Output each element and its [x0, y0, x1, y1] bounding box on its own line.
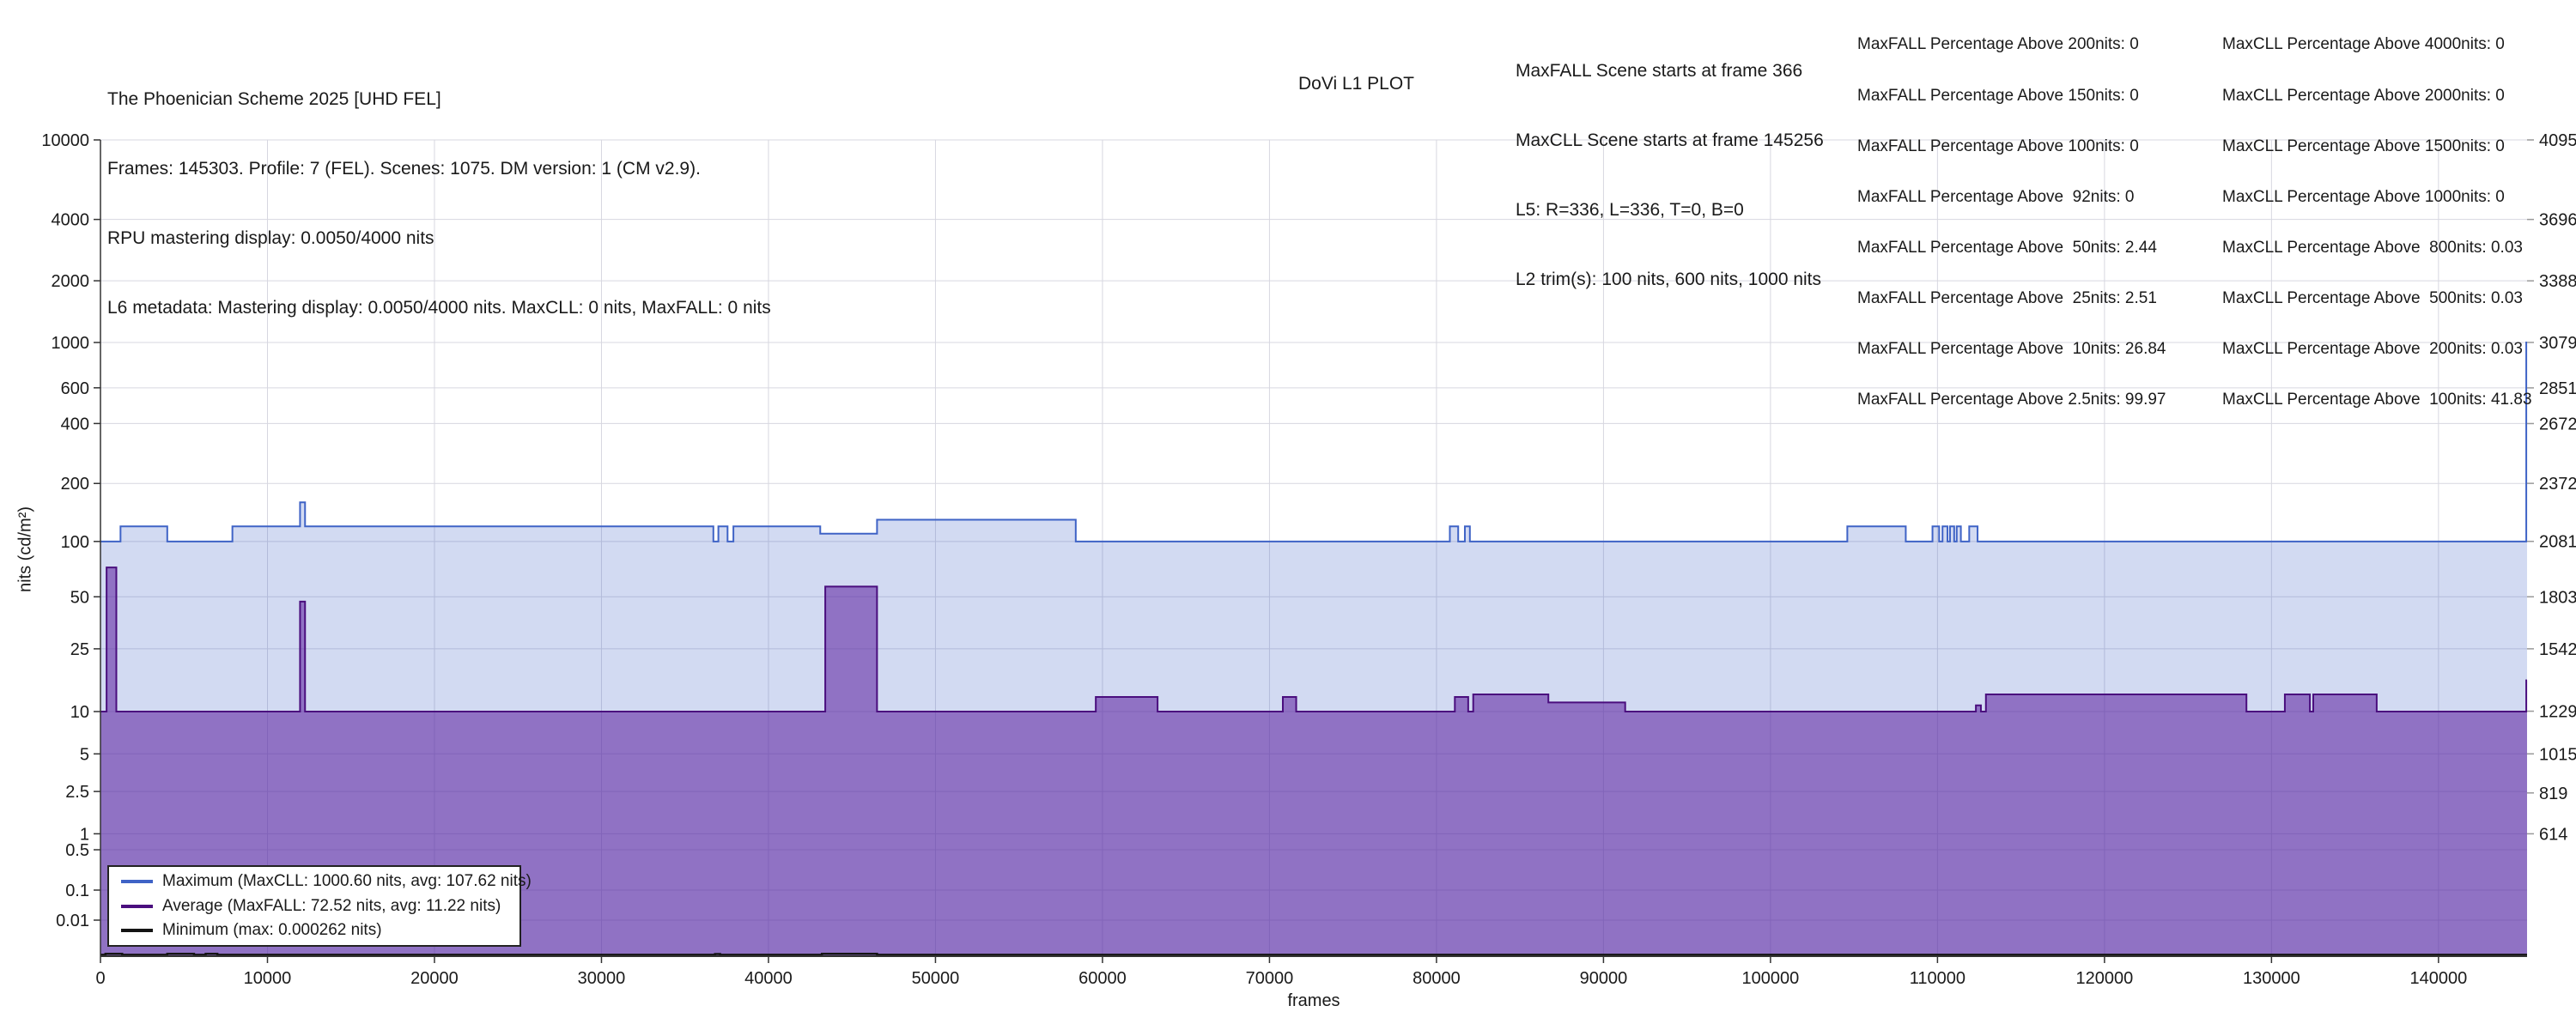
average-area: [100, 567, 2527, 956]
plot-title: DoVi L1 PLOT: [1298, 74, 1415, 94]
maxcll-pct-line: MaxCLL Percentage Above 200nits: 0.03: [2222, 340, 2523, 359]
legend-label: Maximum (MaxCLL: 1000.60 nits, avg: 107.…: [162, 872, 532, 891]
x-tick-label: 80000: [1413, 969, 1461, 988]
header-block: The Phoenician Scheme 2025 [UHD FEL] Fra…: [107, 41, 771, 366]
y-tick-label-code: 2851: [2539, 379, 2576, 398]
y-tick-label-nits: 4000: [52, 211, 90, 230]
legend-item-maximum: Maximum (MaxCLL: 1000.60 nits, avg: 107.…: [121, 872, 532, 891]
maxfall-pct-line: MaxFALL Percentage Above 92nits: 0: [1857, 187, 2135, 206]
y-tick-label-nits: 0.5: [65, 841, 89, 860]
x-tick-label: 40000: [744, 969, 793, 988]
scene-info-block: MaxFALL Scene starts at frame 366 MaxCLL…: [1516, 13, 1824, 337]
y-tick-label-code: 2081: [2539, 533, 2576, 552]
y-tick-label-nits: 25: [70, 640, 89, 659]
maxfall-pct-line: MaxFALL Percentage Above 2.5nits: 99.97: [1857, 391, 2166, 409]
rpu-mastering-line: RPU mastering display: 0.0050/4000 nits: [107, 228, 434, 248]
y-tick-label-code: 3388: [2539, 272, 2576, 291]
y-tick-label-code: 819: [2539, 785, 2567, 803]
maxfall-pct-line: MaxFALL Percentage Above 50nits: 2.44: [1857, 238, 2157, 257]
y-tick-label-nits: 10: [70, 703, 89, 722]
y-tick-label-nits: 600: [61, 379, 89, 398]
legend-label: Minimum (max: 0.000262 nits): [162, 920, 382, 939]
maximum-line-swatch: [121, 880, 153, 884]
maxcll-scene-line: MaxCLL Scene starts at frame 145256: [1516, 130, 1824, 150]
y-tick-label-code: 2672: [2539, 415, 2576, 433]
y-tick-label-code: 3079: [2539, 334, 2576, 353]
y-tick-label-nits: 200: [61, 475, 89, 494]
average-line: [100, 566, 2528, 712]
y-tick-label-nits: 400: [61, 415, 89, 433]
y-tick-label-nits: 50: [70, 588, 89, 607]
y-tick-label-code: 614: [2539, 825, 2567, 844]
legend: Maximum (MaxCLL: 1000.60 nits, avg: 107.…: [107, 865, 532, 947]
maxfall-pct-line: MaxFALL Percentage Above 25nits: 2.51: [1857, 288, 2157, 307]
l6-metadata-line: L6 metadata: Mastering display: 0.0050/4…: [107, 298, 771, 318]
y-axis-right: 4095 3696 3388 3079 2851 2672 2372 2081 1803 1542…: [2527, 131, 2576, 844]
maxcll-pct-line: MaxCLL Percentage Above 4000nits: 0: [2222, 35, 2505, 54]
title-line: The Phoenician Scheme 2025 [UHD FEL]: [107, 89, 441, 109]
x-tick-label: 20000: [410, 969, 459, 988]
legend-label: Average (MaxFALL: 72.52 nits, avg: 11.22…: [162, 896, 501, 915]
maximum-line: [100, 341, 2528, 542]
maxfall-pct-line: MaxFALL Percentage Above 100nits: 0: [1857, 136, 2139, 155]
maxfall-percentage-block: MaxFALL Percentage Above 200nits: 0 MaxF…: [1857, 3, 2166, 442]
maxfall-pct-line: MaxFALL Percentage Above 10nits: 26.84: [1857, 340, 2166, 359]
maxcll-percentage-block: MaxCLL Percentage Above 4000nits: 0 MaxC…: [2222, 3, 2532, 442]
legend-item-minimum: Minimum (max: 0.000262 nits): [121, 921, 519, 940]
y-tick-label-nits: 100: [61, 533, 89, 552]
maxcll-pct-line: MaxCLL Percentage Above 2000nits: 0: [2222, 86, 2505, 105]
x-tick-label: 100000: [1742, 969, 1800, 988]
x-tick-label: 110000: [1910, 969, 1965, 988]
maxfall-pct-line: MaxFALL Percentage Above 150nits: 0: [1857, 86, 2139, 105]
y-axis-title: nits (cd/m²): [15, 506, 35, 592]
y-tick-label-nits: 0.1: [65, 882, 89, 900]
y-tick-label-code: 1542: [2539, 640, 2576, 659]
y-tick-label-code: 2372: [2539, 475, 2576, 494]
x-tick-label: 120000: [2076, 969, 2134, 988]
y-tick-label-nits: 5: [80, 745, 89, 764]
maxcll-pct-line: MaxCLL Percentage Above 100nits: 41.83: [2222, 391, 2532, 409]
x-tick-label: 140000: [2409, 969, 2467, 988]
y-tick-label-code: 1803: [2539, 588, 2576, 607]
x-tick-label: 10000: [244, 969, 292, 988]
x-tick-label: 70000: [1246, 969, 1294, 988]
x-tick-label: 60000: [1078, 969, 1127, 988]
y-tick-label-code: 3696: [2539, 211, 2576, 230]
x-axis: 0 10000 20000 30000 40000 50000 60000 70000 8000…: [95, 956, 2467, 988]
y-tick-label-nits: 0.01: [56, 912, 89, 930]
x-tick-label: 90000: [1580, 969, 1628, 988]
y-tick-label-code: 1229: [2539, 703, 2576, 722]
x-axis-title: frames: [1287, 991, 1340, 1010]
y-tick-label-nits: 1000: [52, 334, 90, 353]
y-tick-label-nits: 1: [80, 825, 89, 844]
frames-profile-line: Frames: 145303. Profile: 7 (FEL). Scenes…: [107, 159, 701, 179]
average-line-swatch: [121, 904, 153, 908]
x-tick-label: 0: [95, 969, 105, 988]
l2-trims-line: L2 trim(s): 100 nits, 600 nits, 1000 nit…: [1516, 270, 1822, 289]
y-axis-left: 10000 4000 2000 1000 600 400 200 100 50 25 10 5 2.5 1…: [41, 131, 100, 930]
maxfall-scene-line: MaxFALL Scene starts at frame 366: [1516, 61, 1803, 81]
y-tick-label-nits: 2.5: [65, 783, 89, 802]
maxcll-pct-line: MaxCLL Percentage Above 1500nits: 0: [2222, 136, 2505, 155]
x-tick-label: 50000: [912, 969, 960, 988]
y-tick-label-nits: 2000: [52, 272, 90, 291]
x-tick-label: 30000: [578, 969, 626, 988]
maxcll-pct-line: MaxCLL Percentage Above 500nits: 0.03: [2222, 288, 2523, 307]
maxcll-pct-line: MaxCLL Percentage Above 800nits: 0.03: [2222, 238, 2523, 257]
y-tick-label-code: 4095: [2539, 131, 2576, 150]
maxcll-pct-line: MaxCLL Percentage Above 1000nits: 0: [2222, 187, 2505, 206]
y-tick-label-nits: 10000: [41, 131, 89, 150]
maxfall-pct-line: MaxFALL Percentage Above 200nits: 0: [1857, 35, 2139, 54]
x-tick-label: 130000: [2243, 969, 2300, 988]
legend-item-average: Average (MaxFALL: 72.52 nits, avg: 11.22…: [121, 897, 519, 916]
minimum-line-swatch: [121, 928, 153, 932]
y-tick-label-code: 1015: [2539, 745, 2576, 764]
l5-line: L5: R=336, L=336, T=0, B=0: [1516, 200, 1744, 220]
